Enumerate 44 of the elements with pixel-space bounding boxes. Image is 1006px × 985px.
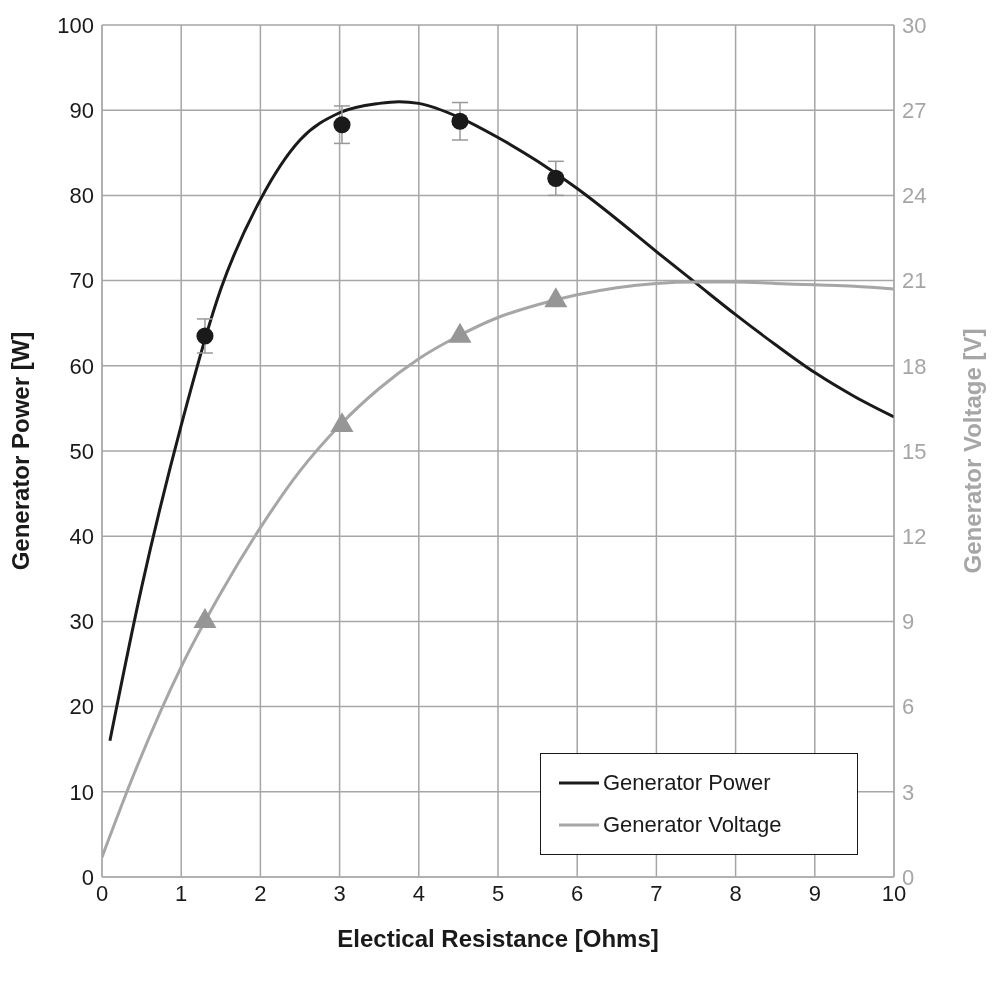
point bbox=[451, 112, 469, 130]
y-tick-label: 50 bbox=[69, 438, 94, 464]
y2-tick-label: 3 bbox=[902, 779, 915, 805]
y-axis-title: Generator Power [W] bbox=[6, 331, 34, 571]
x-tick-label: 4 bbox=[412, 880, 425, 906]
y-tick-label: 70 bbox=[69, 268, 94, 294]
x-axis-title: Electical Resistance [Ohms] bbox=[337, 925, 659, 952]
y-tick-label: 20 bbox=[69, 694, 94, 720]
y2-tick-label: 27 bbox=[902, 98, 927, 124]
y2-axis-title: Generator Voltage [V] bbox=[958, 328, 986, 574]
x-tick-label: 7 bbox=[650, 880, 663, 906]
y-tick-label: 90 bbox=[69, 98, 94, 124]
y2-tick-label: 6 bbox=[902, 694, 915, 720]
point bbox=[193, 608, 217, 629]
y2-tick-label: 12 bbox=[902, 524, 927, 550]
x-tick-label: 2 bbox=[254, 880, 267, 906]
y2-tick-label: 18 bbox=[902, 353, 927, 379]
x-tick-label: 9 bbox=[808, 880, 821, 906]
y2-tick-label: 15 bbox=[902, 438, 927, 464]
legend-label: Generator Power bbox=[603, 769, 771, 797]
y-tick-label: 0 bbox=[81, 864, 94, 890]
y2-tick-label: 9 bbox=[902, 609, 915, 635]
y2-tick-label: 24 bbox=[902, 183, 927, 209]
y2-tick-label: 21 bbox=[902, 268, 927, 294]
line-series bbox=[108, 100, 894, 743]
y-tick-label: 100 bbox=[57, 12, 94, 38]
y-tick-label: 80 bbox=[69, 183, 94, 209]
y2-tick-label: 30 bbox=[902, 12, 927, 38]
y-tick-label: 40 bbox=[69, 524, 94, 550]
y-tick-label: 10 bbox=[69, 779, 94, 805]
point bbox=[196, 327, 214, 345]
point bbox=[448, 322, 472, 343]
x-tick-label: 1 bbox=[175, 880, 188, 906]
point bbox=[544, 287, 568, 308]
point bbox=[547, 169, 565, 187]
point bbox=[330, 412, 354, 433]
x-tick-label: 6 bbox=[571, 880, 584, 906]
y-tick-label: 60 bbox=[69, 353, 94, 379]
x-tick-label: 8 bbox=[729, 880, 742, 906]
x-tick-label: 3 bbox=[333, 880, 346, 906]
point bbox=[333, 116, 351, 134]
y-tick-label: 30 bbox=[69, 609, 94, 635]
legend-label: Generator Voltage bbox=[603, 811, 782, 839]
x-tick-label: 5 bbox=[491, 880, 505, 906]
